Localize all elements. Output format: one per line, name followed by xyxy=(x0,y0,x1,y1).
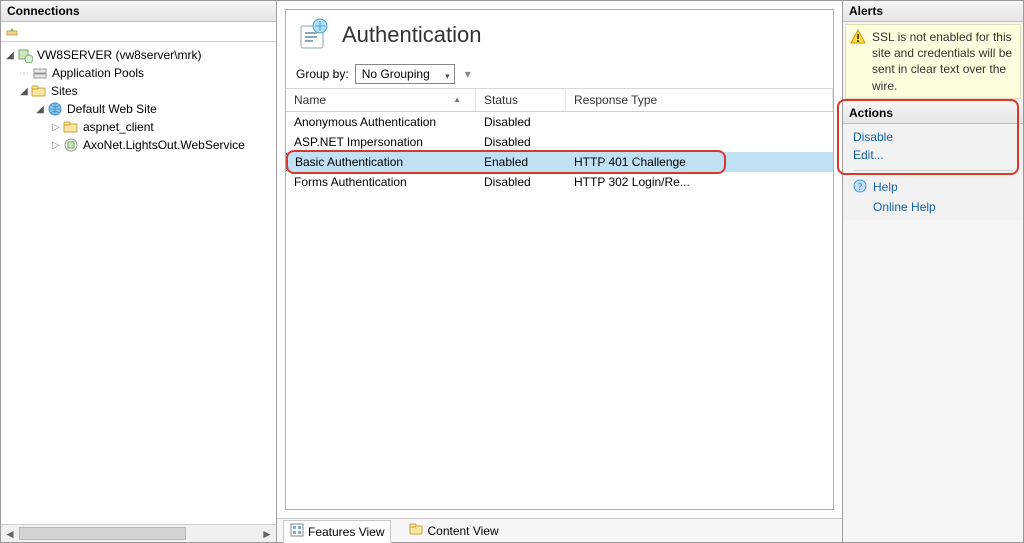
svg-text:?: ? xyxy=(858,182,863,193)
center-panel: Authentication Group by: No Grouping ▾ ▾… xyxy=(277,1,843,542)
grid-header: Name ▲ Status Response Type xyxy=(286,89,833,112)
collapse-icon[interactable]: ◢ xyxy=(19,86,29,97)
collapse-icon[interactable]: ◢ xyxy=(5,50,15,61)
col-response-header[interactable]: Response Type xyxy=(566,89,833,111)
tree-aspnet-client[interactable]: ▷ aspnet_client xyxy=(1,118,276,136)
tree-label: AxoNet.LightsOut.WebService xyxy=(81,138,247,152)
connections-tree: ◢ VW8SERVER (vw8server\mrk) ⋯ Applicatio… xyxy=(1,42,276,524)
col-name-label: Name xyxy=(294,93,326,107)
tree-sites[interactable]: ◢ Sites xyxy=(1,82,276,100)
cell-status: Disabled xyxy=(476,113,566,131)
right-panel: Alerts SSL is not enabled for this site … xyxy=(843,1,1023,542)
table-row[interactable]: Forms Authentication Disabled HTTP 302 L… xyxy=(286,172,833,192)
groupby-label: Group by: xyxy=(296,67,349,81)
auth-page-icon xyxy=(298,18,332,52)
app-pools-icon xyxy=(32,65,48,81)
groupby-extra-icon[interactable]: ▾ xyxy=(465,67,471,81)
cell-name: Basic Authentication xyxy=(286,153,476,171)
action-online-help[interactable]: Online Help xyxy=(873,200,936,214)
table-row[interactable]: ASP.NET Impersonation Disabled xyxy=(286,132,833,152)
authentication-page: Authentication Group by: No Grouping ▾ ▾… xyxy=(285,9,834,510)
cell-response xyxy=(566,120,833,124)
tab-content-view[interactable]: Content View xyxy=(403,520,504,541)
tree-label: Default Web Site xyxy=(65,102,159,116)
tab-features-view[interactable]: Features View xyxy=(283,520,391,543)
page-title: Authentication xyxy=(342,22,481,48)
cell-status: Disabled xyxy=(476,173,566,191)
cell-name: Forms Authentication xyxy=(286,173,476,191)
tree-label: VW8SERVER (vw8server\mrk) xyxy=(35,48,203,62)
alert-text: SSL is not enabled for this site and cre… xyxy=(872,30,1012,93)
tree-server-node[interactable]: ◢ VW8SERVER (vw8server\mrk) xyxy=(1,46,276,64)
cell-status: Enabled xyxy=(476,153,566,171)
tree-label: Sites xyxy=(49,84,80,98)
groupby-value: No Grouping xyxy=(362,67,430,81)
horizontal-scrollbar[interactable]: ◄ ► xyxy=(1,524,276,542)
expand-icon[interactable]: ▷ xyxy=(51,140,61,151)
refresh-icon[interactable] xyxy=(5,22,21,41)
warning-icon xyxy=(850,29,866,45)
action-disable[interactable]: Disable xyxy=(853,130,893,144)
col-name-header[interactable]: Name ▲ xyxy=(286,89,476,111)
col-status-label: Status xyxy=(484,93,518,107)
folder-icon xyxy=(63,119,79,135)
globe-icon xyxy=(47,101,63,117)
chevron-down-icon: ▾ xyxy=(445,68,450,84)
expand-icon[interactable]: ▷ xyxy=(51,122,61,133)
content-view-icon xyxy=(409,522,423,539)
actions-title: Actions xyxy=(843,103,1023,124)
tree-label: Application Pools xyxy=(50,66,146,80)
scroll-left-icon[interactable]: ◄ xyxy=(1,525,19,542)
action-help[interactable]: Help xyxy=(873,180,898,194)
grid-body: Anonymous Authentication Disabled ASP.NE… xyxy=(286,112,833,509)
connections-panel: Connections ◢ VW8SERVER (vw8server\mrk) … xyxy=(1,1,277,542)
tree-axonet[interactable]: ▷ AxoNet.LightsOut.WebService xyxy=(1,136,276,154)
groupby-bar: Group by: No Grouping ▾ ▾ xyxy=(286,60,833,89)
tree-label: aspnet_client xyxy=(81,120,156,134)
help-icon: ? xyxy=(853,179,867,196)
sites-folder-icon xyxy=(31,83,47,99)
col-status-header[interactable]: Status xyxy=(476,89,566,111)
ssl-alert: SSL is not enabled for this site and cre… xyxy=(845,24,1021,99)
scroll-right-icon[interactable]: ► xyxy=(258,525,276,542)
tab-label: Features View xyxy=(308,525,384,539)
scroll-thumb[interactable] xyxy=(19,525,258,542)
alerts-title: Alerts xyxy=(843,1,1023,22)
cell-response: HTTP 302 Login/Re... xyxy=(566,173,833,191)
tree-default-site[interactable]: ◢ Default Web Site xyxy=(1,100,276,118)
collapse-icon[interactable]: ◢ xyxy=(35,104,45,115)
cell-response: HTTP 401 Challenge xyxy=(566,153,833,171)
connections-title: Connections xyxy=(1,1,276,22)
connections-toolbar xyxy=(1,22,276,42)
action-edit[interactable]: Edit... xyxy=(853,148,884,162)
groupby-combo[interactable]: No Grouping ▾ xyxy=(355,64,455,84)
col-response-label: Response Type xyxy=(574,93,657,107)
cell-status: Disabled xyxy=(476,133,566,151)
features-view-icon xyxy=(290,523,304,540)
tree-connector: ⋯ xyxy=(19,68,30,79)
app-icon xyxy=(63,137,79,153)
table-row-selected[interactable]: Basic Authentication Enabled HTTP 401 Ch… xyxy=(286,152,833,172)
cell-response xyxy=(566,140,833,144)
actions-body: Disable Edit... ? Help Online Help xyxy=(843,124,1023,220)
page-header: Authentication xyxy=(286,10,833,60)
separator xyxy=(853,170,1013,171)
tab-label: Content View xyxy=(427,524,498,538)
server-icon xyxy=(17,47,33,63)
tree-app-pools[interactable]: ⋯ Application Pools xyxy=(1,64,276,82)
table-row[interactable]: Anonymous Authentication Disabled xyxy=(286,112,833,132)
cell-name: Anonymous Authentication xyxy=(286,113,476,131)
cell-name: ASP.NET Impersonation xyxy=(286,133,476,151)
view-tabs: Features View Content View xyxy=(277,518,842,542)
sort-asc-icon: ▲ xyxy=(453,95,461,104)
